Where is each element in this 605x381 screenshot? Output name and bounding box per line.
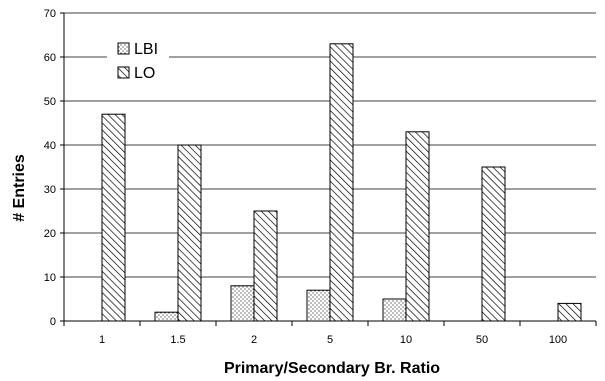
bar-lbi-10 (382, 298, 407, 322)
legend-swatch-lo (117, 66, 130, 79)
bar-lo-1 (101, 113, 126, 322)
legend-swatch-lbi (117, 42, 130, 55)
y-tick-label: 30 (44, 184, 56, 196)
x-tick-labels: 1 1.5 2 5 10 50 100 (99, 334, 567, 346)
y-tick-label: 50 (44, 96, 56, 108)
bar-lo-5 (329, 43, 354, 322)
bar-lbi-2 (230, 285, 255, 322)
bars (101, 43, 582, 322)
x-tick-label: 1.5 (170, 334, 185, 346)
x-tick-label: 100 (549, 334, 567, 346)
y-axis-title: # Entries (11, 154, 28, 222)
y-tick-labels: 0 10 20 30 40 50 60 70 (44, 8, 56, 328)
axes (60, 12, 597, 326)
y-tick-label: 60 (44, 52, 56, 64)
bar-lo-50 (481, 166, 506, 322)
bar-lo-100 (557, 302, 582, 322)
y-tick-label: 70 (44, 8, 56, 20)
y-tick-label: 0 (50, 316, 56, 328)
x-tick-label: 10 (400, 334, 412, 346)
x-tick-label: 50 (476, 334, 488, 346)
x-tick-label: 5 (327, 334, 333, 346)
legend: LBI LO (107, 33, 169, 89)
y-tick-label: 20 (44, 228, 56, 240)
bar-lo-10 (405, 131, 430, 322)
bar-lbi-1.5 (154, 311, 179, 322)
x-tick-label: 1 (99, 334, 105, 346)
x-axis-title: Primary/Secondary Br. Ratio (224, 360, 440, 377)
legend-label-lo: LO (134, 65, 155, 82)
legend-label-lbi: LBI (134, 41, 158, 58)
bar-lbi-5 (306, 289, 331, 322)
y-tick-label: 10 (44, 272, 56, 284)
y-tick-label: 40 (44, 140, 56, 152)
legend-box (107, 33, 169, 89)
bar-lo-2 (253, 210, 278, 322)
x-tick-label: 2 (251, 334, 257, 346)
bar-lo-1.5 (177, 144, 202, 322)
